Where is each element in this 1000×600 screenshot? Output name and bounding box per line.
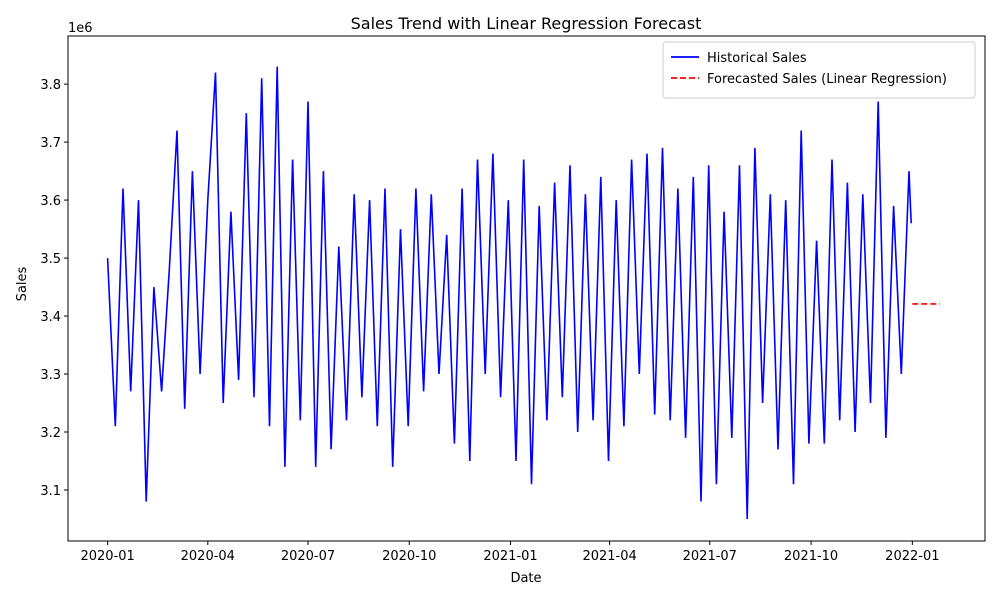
y-tick-label: 3.6 — [40, 194, 61, 209]
x-tick-label: 2021-01 — [483, 549, 537, 564]
legend: Historical Sales Forecasted Sales (Linear… — [662, 41, 976, 99]
y-tick-label: 3.2 — [40, 426, 61, 441]
x-tick-label: 2020-01 — [80, 549, 134, 564]
legend-label: Historical Sales — [707, 51, 807, 66]
y-tick-label: 3.1 — [40, 484, 61, 499]
series-line — [106, 66, 912, 520]
x-tick-label: 2021-10 — [784, 549, 838, 564]
y-axis-label: Sales — [15, 266, 30, 301]
y-tick-label: 3.3 — [40, 368, 61, 383]
y-tick-label: 3.8 — [40, 78, 61, 93]
y-tick-label: 3.7 — [40, 136, 61, 151]
y-tick-label: 3.4 — [40, 310, 61, 325]
x-axis-label: Date — [510, 571, 541, 586]
y-offset-label: 1e6 — [68, 21, 93, 36]
x-tick-label: 2021-07 — [683, 549, 737, 564]
x-tick-label: 2022-01 — [885, 549, 939, 564]
x-tick-label: 2020-10 — [382, 549, 436, 564]
x-tick-label: 2020-07 — [281, 549, 335, 564]
x-tick-label: 2020-04 — [181, 549, 235, 564]
legend-box — [662, 41, 976, 99]
x-tick-label: 2021-04 — [582, 549, 636, 564]
y-tick-label: 3.5 — [40, 252, 61, 267]
chart-title: Sales Trend with Linear Regression Forec… — [351, 14, 702, 33]
plot-area — [67, 35, 986, 542]
legend-label: Forecasted Sales (Linear Regression) — [707, 72, 947, 87]
